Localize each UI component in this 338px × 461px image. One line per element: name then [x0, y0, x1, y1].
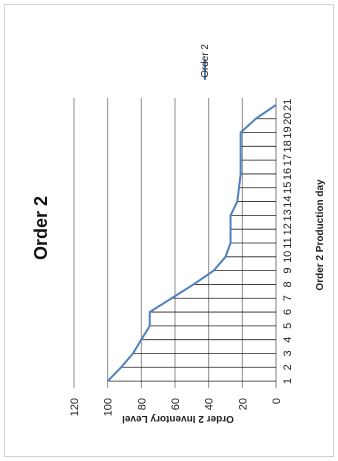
x-tick-label: 19: [282, 126, 294, 138]
x-tick-label: 4: [282, 337, 294, 343]
legend-label-order-2: Order 2: [200, 44, 211, 78]
x-tick-label: 8: [282, 281, 294, 287]
x-tick-label: 21: [282, 99, 294, 111]
x-tick-label: 16: [282, 168, 294, 180]
x-tick-label: 13: [282, 209, 294, 221]
y-tick-label: 40: [204, 398, 216, 410]
y-tick-label: 60: [170, 398, 182, 410]
y-tick-label: 20: [237, 398, 249, 410]
chart-frame: [4, 4, 334, 457]
x-tick-label: 10: [282, 251, 294, 263]
y-tick-label: 100: [103, 398, 115, 416]
y-axis-title: Order 2 Inventory Level: [122, 413, 234, 424]
x-tick-label: 11: [282, 237, 294, 248]
x-axis-title: Order 2 Production day: [315, 179, 326, 291]
x-tick-label: 9: [282, 268, 294, 274]
x-tick-label: 12: [282, 223, 294, 235]
x-tick-label: 20: [282, 113, 294, 125]
chart-title: Order 2: [31, 196, 51, 260]
y-tick-labels: 0 20 40 60 80 100 120: [69, 398, 283, 416]
y-tick-label: 0: [271, 398, 283, 404]
series-line-order-2: [106, 104, 277, 382]
y-tick-label: 80: [136, 398, 148, 410]
legend: Order 2: [200, 44, 211, 80]
x-tick-label: 3: [282, 350, 294, 356]
x-tick-label: 15: [282, 182, 294, 194]
drop-lines: [107, 118, 276, 382]
x-tick-label: 6: [282, 309, 294, 315]
x-tick-label: 18: [282, 140, 294, 152]
x-tick-label: 2: [282, 364, 294, 370]
x-tick-label: 17: [282, 154, 294, 166]
x-tick-label: 14: [282, 195, 294, 207]
x-tick-label: 5: [282, 323, 294, 329]
y-tick-label: 120: [69, 398, 81, 416]
x-tick-label: 1: [282, 378, 294, 384]
x-tick-label: 7: [282, 295, 294, 301]
